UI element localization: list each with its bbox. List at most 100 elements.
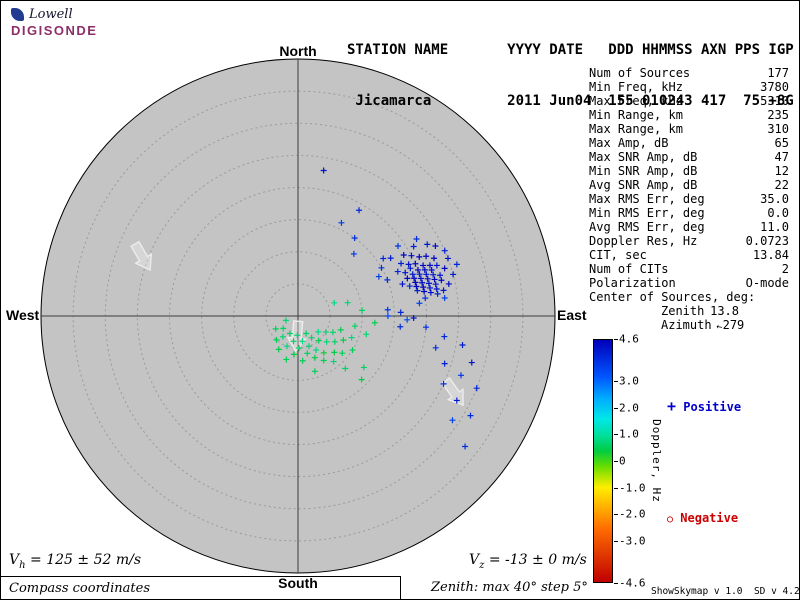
source-point-marker (426, 262, 433, 269)
source-point-marker (441, 294, 448, 301)
source-point-marker (272, 325, 279, 332)
source-point-marker (414, 266, 421, 273)
info-row: Doppler Res, Hz 0.0723 (589, 234, 789, 248)
source-point-marker (294, 332, 301, 339)
source-point-marker (423, 253, 430, 260)
zenith-range-note: Zenith: max 40° step 5° (431, 580, 588, 595)
source-point-marker (421, 288, 428, 295)
info-label: Max Amp, dB (589, 136, 669, 150)
source-point-marker (405, 261, 412, 268)
source-point-marker (410, 315, 417, 322)
logo-digisonde-text: DIGISONDE (11, 23, 98, 38)
source-point-marker (344, 299, 351, 306)
source-point-marker (459, 342, 466, 349)
colorbar-tick (614, 339, 618, 340)
station-header-values: Jicamarca 2011 Jun04 155 010243 417 75 +… (347, 93, 794, 109)
colorbar-tick-label: -3.0 (619, 534, 646, 548)
source-point-marker (430, 271, 437, 278)
info-row: Zenith 13.8 (589, 304, 789, 318)
source-point-marker (329, 329, 336, 336)
source-point-marker (428, 266, 435, 273)
info-row: Num of CITs 2 (589, 262, 789, 276)
source-point-marker (434, 290, 441, 297)
colorbar-tick (614, 461, 618, 462)
info-value: 2 (781, 262, 789, 276)
source-point-marker (423, 271, 430, 278)
info-row: Azimuth ↑ 279 (589, 318, 789, 334)
info-value: 3780 (760, 80, 789, 94)
info-label: Avg SNR Amp, dB (589, 178, 698, 192)
source-point-marker (299, 357, 306, 364)
info-row: Max SNR Amp, dB 47 (589, 150, 789, 164)
info-value: 279 (722, 318, 745, 332)
source-point-marker (286, 330, 293, 337)
source-point-marker (304, 350, 311, 357)
compass-west-label: West (6, 307, 40, 323)
source-point-marker (378, 264, 385, 271)
info-value: 177 (767, 66, 789, 80)
info-label: Max RMS Err, deg (589, 192, 705, 206)
vertical-velocity: Vz = -13 ± 0 m/s (469, 552, 587, 571)
axes (41, 59, 555, 573)
source-point-marker (431, 276, 438, 283)
source-point-marker (279, 333, 286, 340)
source-point-marker (453, 261, 460, 268)
info-row: Avg RMS Err, deg 11.0 (589, 220, 789, 234)
info-value: 47 (774, 150, 789, 164)
version-label: ShowSkymap v 1.0 SD v 4.2 (651, 586, 800, 597)
legend-negative: ○ Negative (667, 511, 738, 525)
info-label: CIT, sec (589, 248, 647, 262)
source-point-marker (404, 316, 411, 323)
source-point-marker (419, 279, 426, 286)
source-point-marker (427, 289, 434, 296)
info-value: O-mode (745, 276, 789, 290)
info-row: Min SNR Amp, dB 12 (589, 164, 789, 178)
colorbar-tick-label: -4.6 (619, 576, 646, 590)
source-point-marker (375, 273, 382, 280)
info-value: 22 (774, 178, 789, 192)
colorbar-tick-label: 2.0 (619, 401, 639, 415)
colorbar (593, 339, 613, 583)
source-point-marker (351, 323, 358, 330)
source-point-marker (339, 350, 346, 357)
source-point-marker (441, 360, 448, 367)
source-point-marker (363, 331, 370, 338)
source-point-marker (384, 276, 391, 283)
info-row: Max Freq, kHz 5310 (589, 94, 789, 108)
source-point-marker (305, 343, 312, 350)
source-point-marker (441, 247, 448, 254)
colorbar-tick-label: 4.6 (619, 332, 639, 346)
colorbar-tick (614, 540, 618, 542)
vz-subscript: z (479, 559, 485, 571)
info-value: 310 (767, 122, 789, 136)
source-point-marker (409, 271, 416, 278)
source-point-marker (441, 333, 448, 340)
source-point-marker (315, 337, 322, 344)
source-point-marker (441, 265, 448, 272)
info-value: 35.0 (760, 192, 789, 206)
source-point-marker (424, 275, 431, 282)
info-label: Zenith (661, 304, 705, 318)
source-point-marker (416, 271, 423, 278)
source-point-marker (320, 357, 327, 364)
azimuth-direction-icon: ↑ (713, 322, 726, 331)
info-value: 235 (767, 108, 789, 122)
colorbar-tick-label: 1.0 (619, 427, 639, 441)
source-point-marker (338, 219, 345, 226)
source-point-marker (284, 343, 291, 350)
info-row: Avg SNR Amp, dB 22 (589, 178, 789, 192)
source-point-marker (398, 260, 405, 267)
info-label: Center of Sources, deg: (589, 290, 756, 304)
info-label: Avg RMS Err, deg (589, 220, 705, 234)
source-point-marker (473, 385, 480, 392)
source-point-marker (340, 337, 347, 344)
info-panel: Num of Sources 177 Min Freq, kHz 3780 Max Fr… (589, 66, 789, 334)
colorbar-tick (614, 407, 618, 409)
source-point-marker (290, 338, 297, 345)
info-row: Min Freq, kHz 3780 (589, 80, 789, 94)
source-point-marker (282, 317, 289, 324)
info-label: Min SNR Amp, dB (589, 164, 698, 178)
vh-subscript: h (19, 559, 26, 571)
source-points (272, 167, 480, 450)
